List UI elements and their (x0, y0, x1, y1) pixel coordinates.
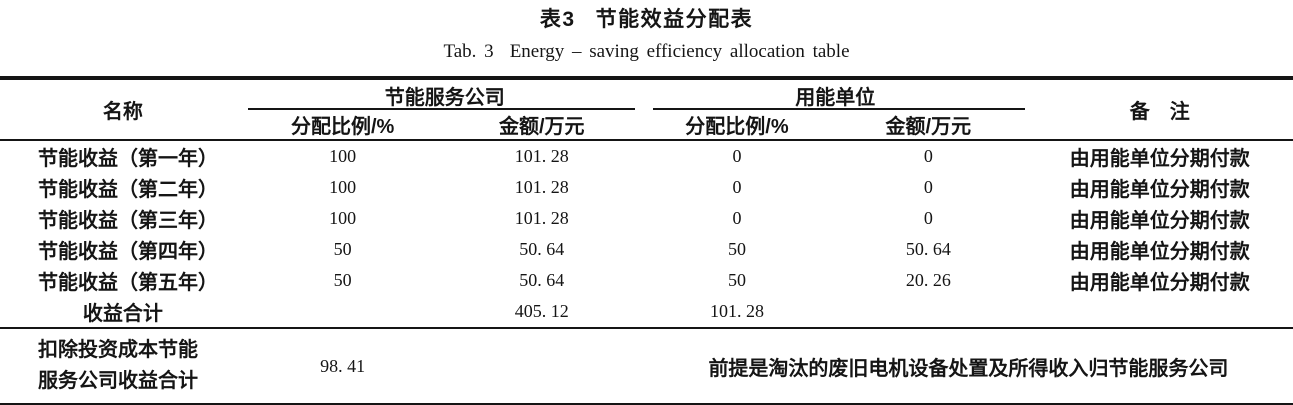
cell-esco-amount: 101. 28 (514, 177, 569, 197)
header-name: 名称 (102, 101, 143, 123)
cell-name: 节能收益（第三年） (38, 210, 218, 232)
cell-name: 节能收益（第四年） (38, 241, 218, 263)
cell-footer-remark: 前提是淘汰的废旧电机设备处置及所得收入归节能服务公司 (643, 327, 1293, 405)
cell-esco-amount: 50. 64 (519, 239, 565, 259)
cell-esco-amount: 405. 12 (514, 301, 569, 321)
header-group-row: 名称 节能服务公司 用能单位 备 注 (0, 78, 1293, 124)
header-esco-amount: 金额/万元 (498, 116, 585, 138)
cell-esco-ratio: 50 (333, 239, 352, 259)
cell-name: 节能收益（第一年） (38, 148, 218, 170)
cell-name: 扣除投资成本节能 服务公司收益合计 (0, 327, 246, 405)
table-caption-en: Tab. 3 Energy – saving efficiency allocat… (0, 41, 1293, 63)
cell-remark: 由用能单位分期付款 (1069, 179, 1250, 201)
cell-name: 收益合计 (82, 303, 163, 325)
table-caption-zh-label: 表3 (539, 8, 576, 31)
header-esco-ratio: 分配比例/% (290, 116, 395, 138)
cell-esco-amount: 101. 28 (514, 208, 569, 228)
cell-user-ratio: 0 (732, 177, 742, 197)
header-user-ratio: 分配比例/% (685, 116, 789, 138)
header-remark: 备 注 (1129, 101, 1190, 123)
cell-esco-ratio: 50 (333, 270, 352, 290)
header-sub-row: 分配比例/% 金额/万元 分配比例/% 金额/万元 (0, 110, 1293, 140)
table-caption-zh: 表3 节能效益分配表 (0, 0, 1293, 32)
cell-user-ratio: 0 (732, 208, 742, 228)
header-group-esco: 节能服务公司 (246, 78, 644, 110)
table-row-year3: 节能收益（第三年） 100 101. 28 0 0 由用能单位分期付款 (0, 203, 1293, 234)
table-row-year1: 节能收益（第一年） 100 101. 28 0 0 由用能单位分期付款 (0, 140, 1293, 172)
cell-remark (1027, 296, 1293, 328)
cell-esco-ratio: 100 (329, 146, 357, 166)
net-total-label-line2: 服务公司收益合计 (38, 370, 198, 392)
cell-esco-amount: 101. 28 (514, 146, 569, 166)
table-header: 名称 节能服务公司 用能单位 备 注 分配比例/% 金额/万元 分配比例/% 金… (0, 78, 1293, 140)
cell-remark: 由用能单位分期付款 (1069, 210, 1250, 232)
cell-user-ratio: 50 (727, 239, 746, 259)
cell-user-amount (830, 296, 1027, 328)
table-row-net-total: 扣除投资成本节能 服务公司收益合计 98. 41 前提是淘汰的废旧电机设备处置及… (0, 327, 1293, 405)
cell-name: 节能收益（第二年） (38, 179, 218, 201)
cell-esco-amount: 50. 64 (519, 270, 565, 290)
cell-user-amount: 0 (923, 208, 933, 228)
cell-blank (439, 327, 644, 405)
cell-name: 节能收益（第五年） (38, 272, 218, 294)
table-row-year2: 节能收益（第二年） 100 101. 28 0 0 由用能单位分期付款 (0, 172, 1293, 203)
cell-remark: 由用能单位分期付款 (1069, 148, 1250, 170)
cell-esco-ratio: 100 (329, 208, 357, 228)
cell-user-amount: 0 (923, 177, 933, 197)
table-row-year5: 节能收益（第五年） 50 50. 64 50 20. 26 由用能单位分期付款 (0, 265, 1293, 296)
table-caption-en-label: Tab. 3 (443, 41, 494, 62)
cell-remark: 由用能单位分期付款 (1069, 241, 1250, 263)
cell-user-amount: 0 (923, 146, 933, 166)
table-caption-zh-title: 节能效益分配表 (595, 8, 754, 31)
table-body: 节能收益（第一年） 100 101. 28 0 0 由用能单位分期付款 节能收益… (0, 140, 1293, 405)
table-row-total: 收益合计 405. 12 101. 28 (0, 296, 1293, 328)
table-row-year4: 节能收益（第四年） 50 50. 64 50 50. 64 由用能单位分期付款 (0, 234, 1293, 265)
cell-esco-ratio: 100 (329, 177, 357, 197)
cell-user-ratio: 101. 28 (709, 301, 764, 321)
cell-net-total-value: 98. 41 (245, 327, 440, 405)
cell-user-ratio: 50 (727, 270, 746, 290)
cell-esco-ratio (246, 296, 440, 328)
header-group-user: 用能单位 (644, 78, 1027, 110)
header-user-amount: 金额/万元 (885, 116, 972, 138)
energy-saving-allocation-table: 名称 节能服务公司 用能单位 备 注 分配比例/% 金额/万元 分配比例/% 金… (0, 76, 1293, 405)
cell-remark: 由用能单位分期付款 (1069, 272, 1250, 294)
cell-user-amount: 50. 64 (905, 239, 951, 259)
cell-user-ratio: 0 (732, 146, 742, 166)
cell-user-amount: 20. 26 (905, 270, 951, 290)
table-caption-en-title: Energy – saving efficiency allocation ta… (509, 41, 850, 62)
net-total-label-line1: 扣除投资成本节能 (38, 339, 198, 361)
